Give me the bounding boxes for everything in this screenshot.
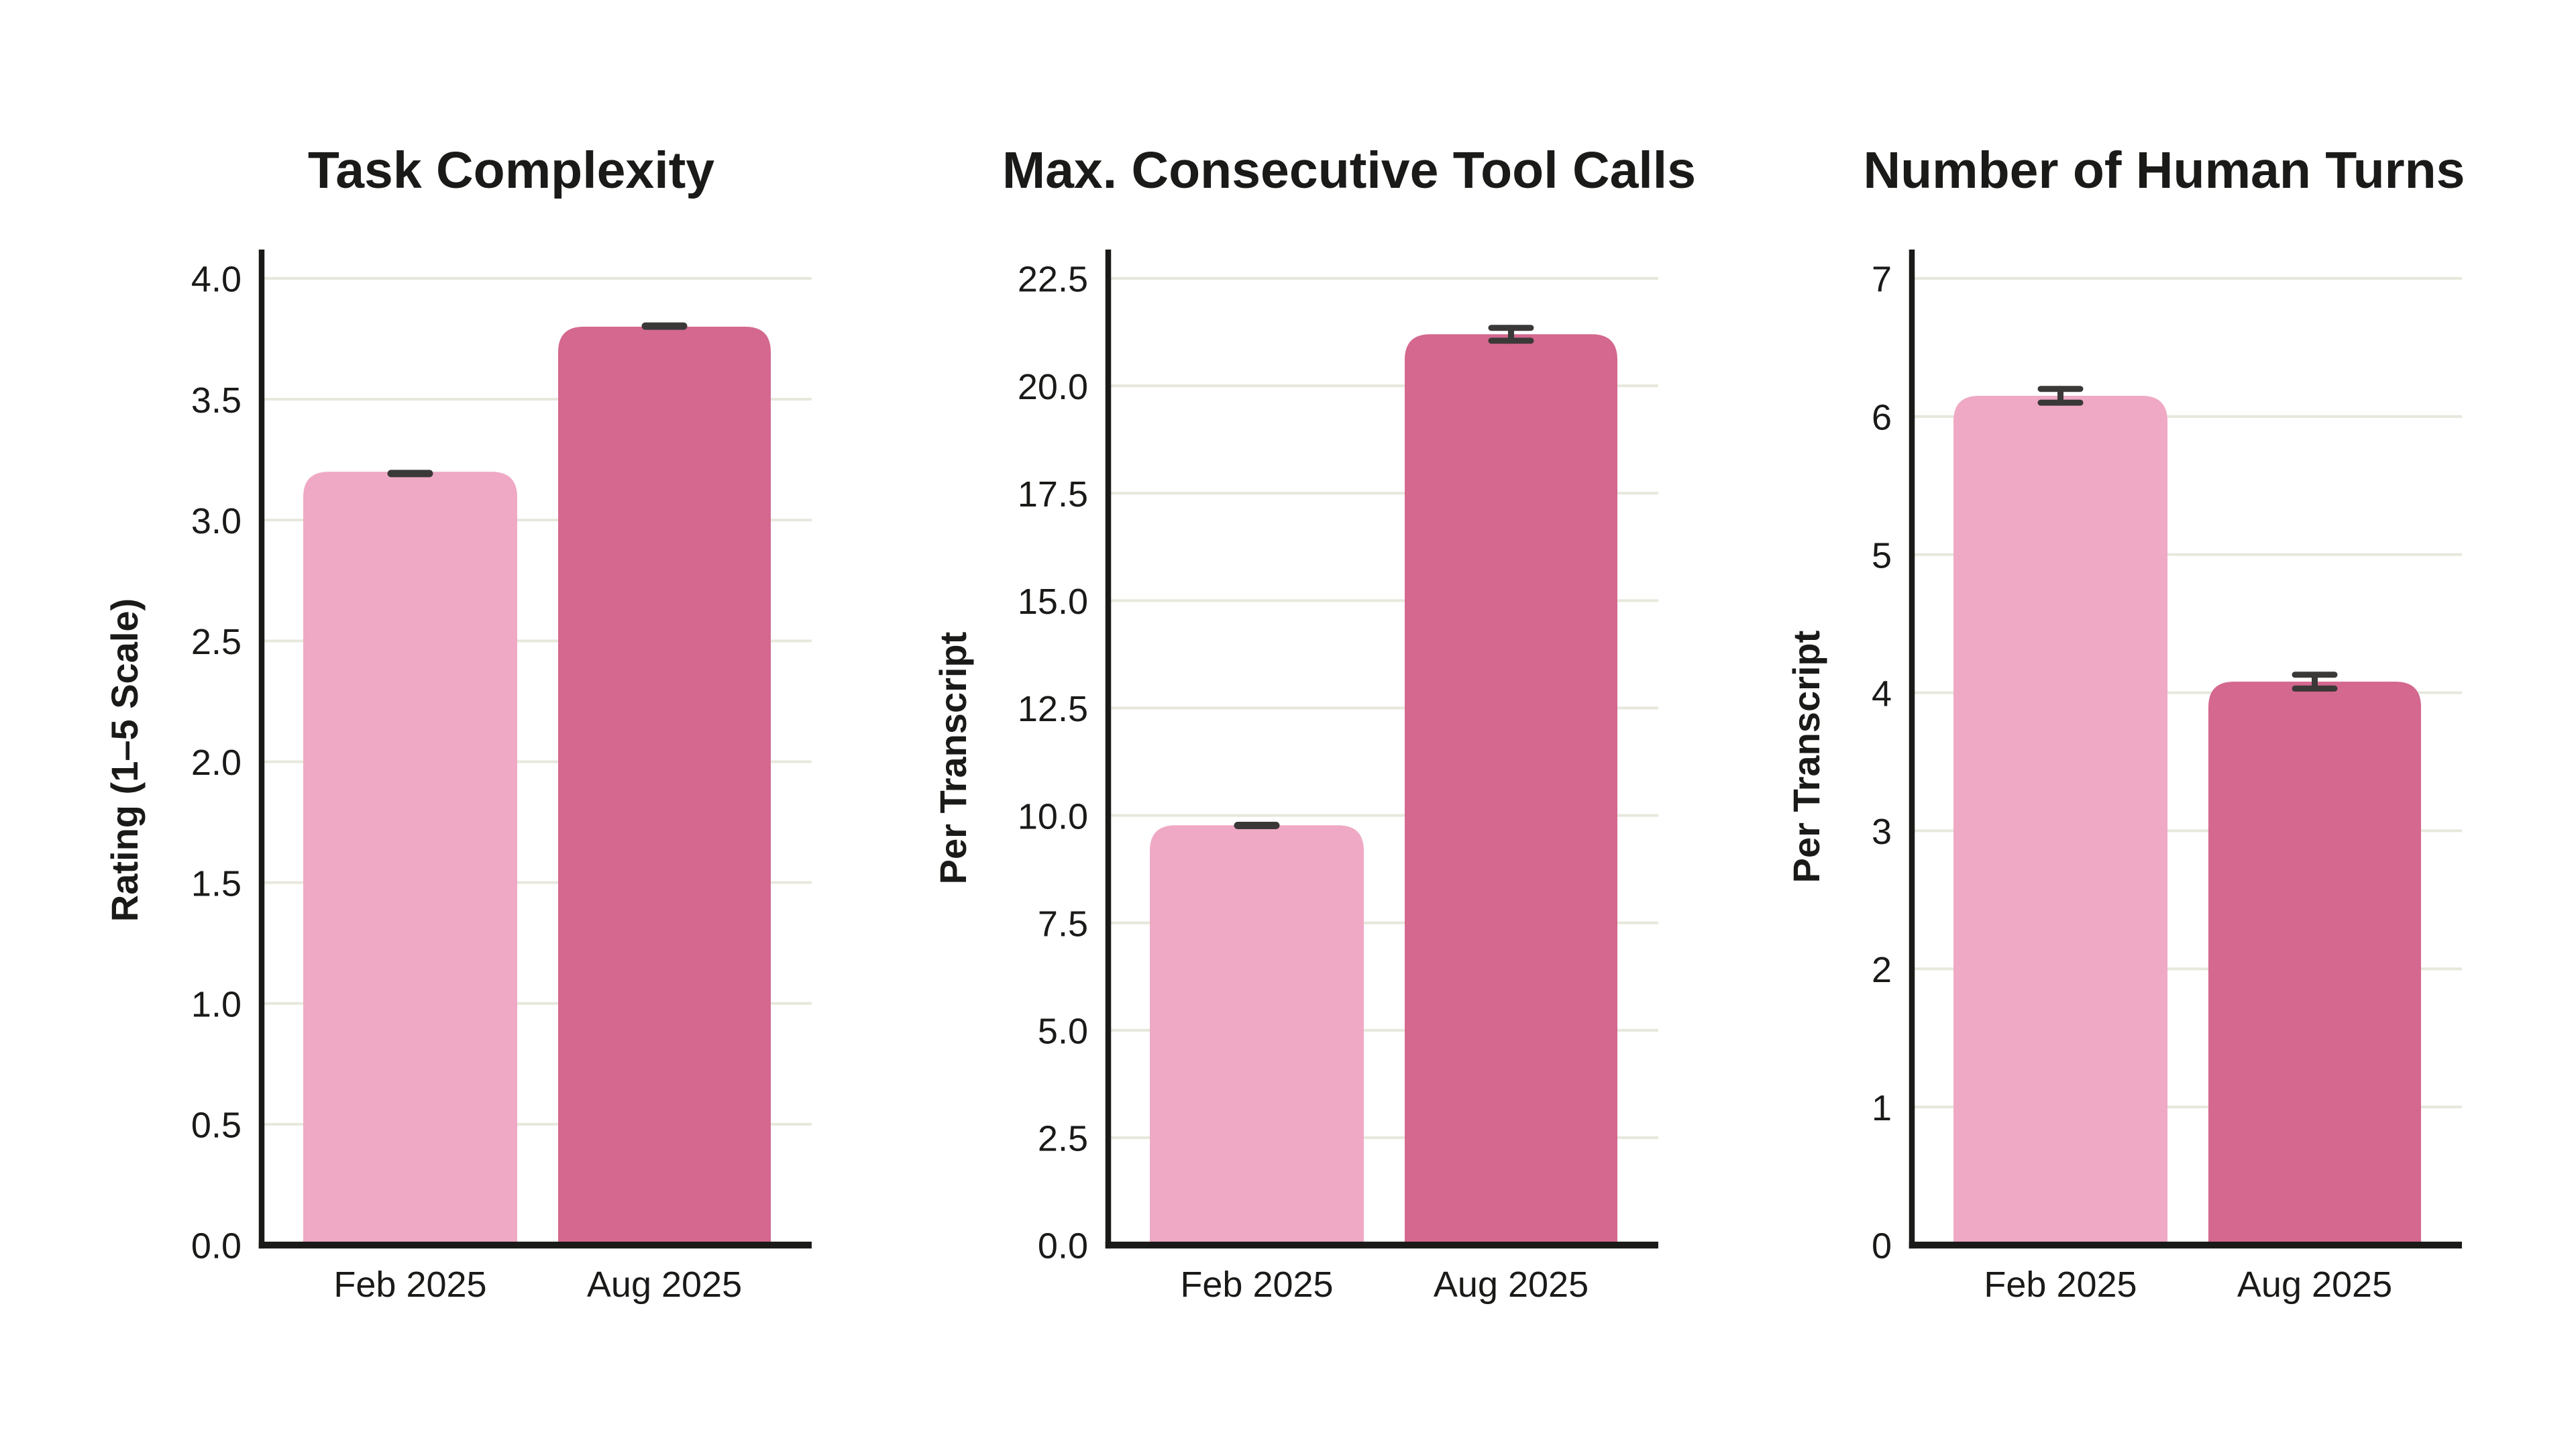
svg-text:Rating (1–5 Scale): Rating (1–5 Scale) bbox=[103, 598, 146, 922]
svg-text:Aug 2025: Aug 2025 bbox=[587, 1265, 742, 1305]
svg-text:2.5: 2.5 bbox=[1038, 1119, 1088, 1159]
svg-text:5.0: 5.0 bbox=[1038, 1012, 1088, 1052]
svg-text:Per Transcript: Per Transcript bbox=[1785, 631, 1827, 883]
svg-text:5: 5 bbox=[1872, 535, 1892, 576]
svg-text:Max. Consecutive Tool Calls: Max. Consecutive Tool Calls bbox=[1002, 142, 1696, 199]
svg-text:7.5: 7.5 bbox=[1038, 904, 1088, 944]
svg-text:3.5: 3.5 bbox=[191, 380, 241, 421]
svg-text:Feb 2025: Feb 2025 bbox=[333, 1265, 486, 1305]
svg-text:Aug 2025: Aug 2025 bbox=[2237, 1265, 2392, 1305]
svg-text:1.0: 1.0 bbox=[191, 985, 241, 1025]
svg-text:12.5: 12.5 bbox=[1018, 689, 1088, 729]
svg-text:4.0: 4.0 bbox=[191, 260, 241, 300]
svg-text:7: 7 bbox=[1872, 260, 1892, 300]
svg-text:4: 4 bbox=[1872, 674, 1892, 714]
svg-text:Number of Human Turns: Number of Human Turns bbox=[1864, 142, 2465, 199]
svg-text:0: 0 bbox=[1872, 1226, 1892, 1267]
svg-text:Feb 2025: Feb 2025 bbox=[1180, 1265, 1333, 1305]
svg-text:Task Complexity: Task Complexity bbox=[308, 142, 714, 199]
svg-text:0.5: 0.5 bbox=[191, 1106, 241, 1146]
svg-text:17.5: 17.5 bbox=[1018, 474, 1088, 515]
svg-text:1: 1 bbox=[1872, 1088, 1892, 1128]
svg-text:0.0: 0.0 bbox=[191, 1226, 241, 1267]
svg-text:Feb 2025: Feb 2025 bbox=[1984, 1265, 2137, 1305]
svg-text:0.0: 0.0 bbox=[1038, 1226, 1088, 1267]
svg-text:6: 6 bbox=[1872, 398, 1892, 438]
svg-text:10.0: 10.0 bbox=[1018, 796, 1088, 837]
svg-text:3: 3 bbox=[1872, 812, 1892, 852]
svg-text:2.0: 2.0 bbox=[191, 743, 241, 783]
svg-text:Per Transcript: Per Transcript bbox=[932, 632, 974, 885]
svg-text:Aug 2025: Aug 2025 bbox=[1434, 1265, 1589, 1305]
svg-text:15.0: 15.0 bbox=[1018, 582, 1088, 622]
svg-text:20.0: 20.0 bbox=[1018, 367, 1088, 407]
svg-text:2: 2 bbox=[1872, 950, 1892, 990]
svg-text:22.5: 22.5 bbox=[1018, 260, 1088, 300]
svg-text:2.5: 2.5 bbox=[191, 622, 241, 662]
svg-text:3.0: 3.0 bbox=[191, 501, 241, 541]
svg-text:1.5: 1.5 bbox=[191, 863, 241, 904]
